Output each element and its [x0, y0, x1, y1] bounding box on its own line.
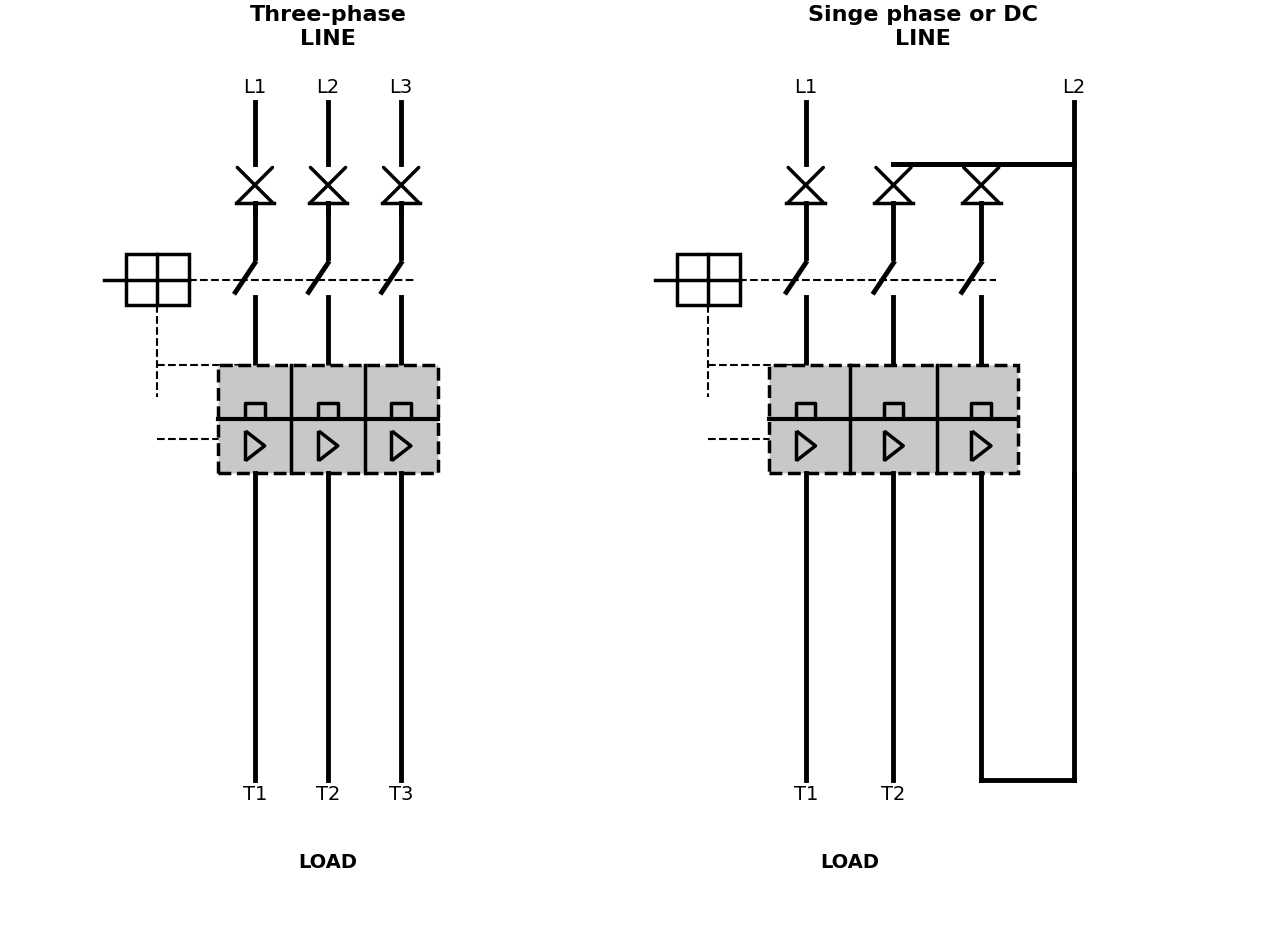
Text: T1: T1	[243, 784, 268, 804]
Text: T1: T1	[794, 784, 818, 804]
Text: T3: T3	[389, 784, 413, 804]
Text: LOAD: LOAD	[820, 853, 879, 872]
Bar	[769, 366, 1019, 472]
Text: L3: L3	[389, 79, 412, 97]
Bar	[218, 366, 438, 472]
Text: T2: T2	[882, 784, 906, 804]
Text: L1: L1	[794, 79, 818, 97]
Text: L2: L2	[316, 79, 339, 97]
Bar	[677, 255, 740, 305]
Text: L1: L1	[243, 79, 266, 97]
Text: Three-phase
LINE: Three-phase LINE	[250, 6, 407, 48]
Text: L2: L2	[1062, 79, 1085, 97]
Bar	[125, 255, 189, 305]
Text: T2: T2	[316, 784, 340, 804]
Text: LOAD: LOAD	[298, 853, 357, 872]
Text: Singe phase or DC
LINE: Singe phase or DC LINE	[808, 6, 1038, 48]
